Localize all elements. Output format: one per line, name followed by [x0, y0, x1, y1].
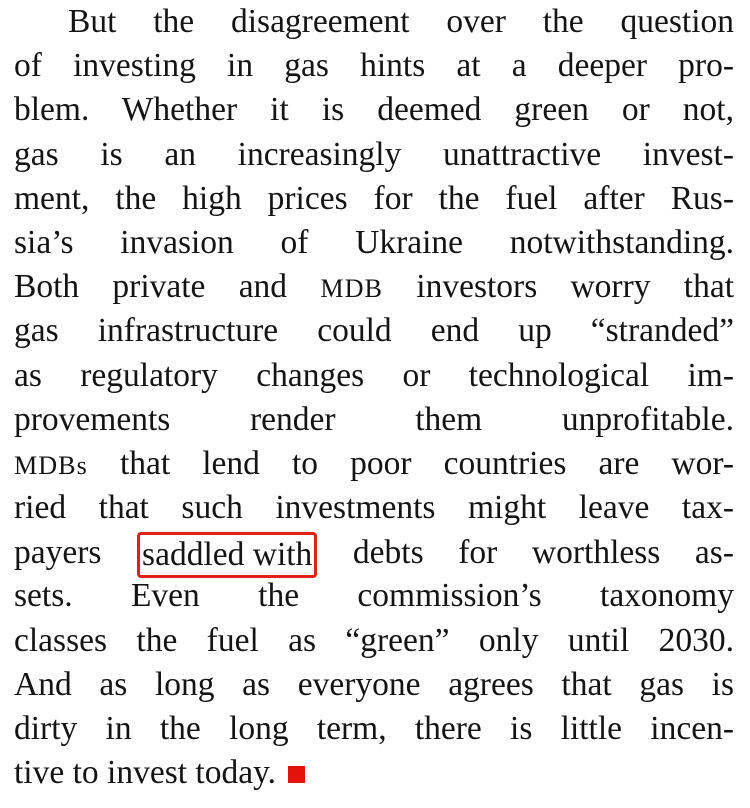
text-line: blem. Whether it is deemed green or not,: [14, 91, 734, 129]
text-line: sets. Even the commission’s taxonomy: [14, 577, 734, 615]
text-line: as regulatory changes or technological i…: [14, 356, 734, 394]
text-line: dirty in the long term, there is little …: [14, 710, 734, 747]
text-line: gas is an increasingly unattractive inve…: [14, 135, 734, 173]
text-line: gas infrastructure could end up “strande…: [14, 312, 734, 350]
text-line: ment, the high prices for the fuel after…: [14, 179, 734, 217]
abbreviation: MDBs: [14, 450, 88, 480]
end-mark-icon: [288, 766, 306, 784]
text: tive to invest today.: [14, 754, 277, 792]
text: that lend to poor countries are wor-: [119, 444, 735, 482]
text: Both private and: [14, 268, 288, 306]
text-line: sia’s invasion of Ukraine notwithstandin…: [14, 223, 734, 261]
text: investors worry that: [416, 268, 734, 306]
text: payers: [14, 534, 102, 572]
article-body: But the disagreement over the question o…: [14, 0, 734, 795]
text: debts for worthless as-: [352, 534, 734, 572]
text-line: payers saddled with debts for worthless …: [14, 530, 734, 579]
text-line: of investing in gas hints at a deeper pr…: [14, 47, 734, 85]
text-line: MDBs that lend to poor countries are wor…: [14, 442, 734, 486]
abbreviation: MDB: [320, 274, 383, 304]
highlighted-phrase: saddled with: [137, 532, 318, 579]
text-line: ried that such investments might leave t…: [14, 489, 734, 527]
text-line: And as long as everyone agrees that gas …: [14, 665, 734, 703]
text-line: But the disagreement over the question: [68, 3, 734, 40]
text-line: classes the fuel as “green” only until 2…: [14, 621, 734, 659]
text-line: tive to invest today.: [14, 751, 734, 795]
text-line: provements render them unprofitable.: [14, 400, 734, 438]
text-line: Both private and MDB investors worry tha…: [14, 265, 734, 309]
